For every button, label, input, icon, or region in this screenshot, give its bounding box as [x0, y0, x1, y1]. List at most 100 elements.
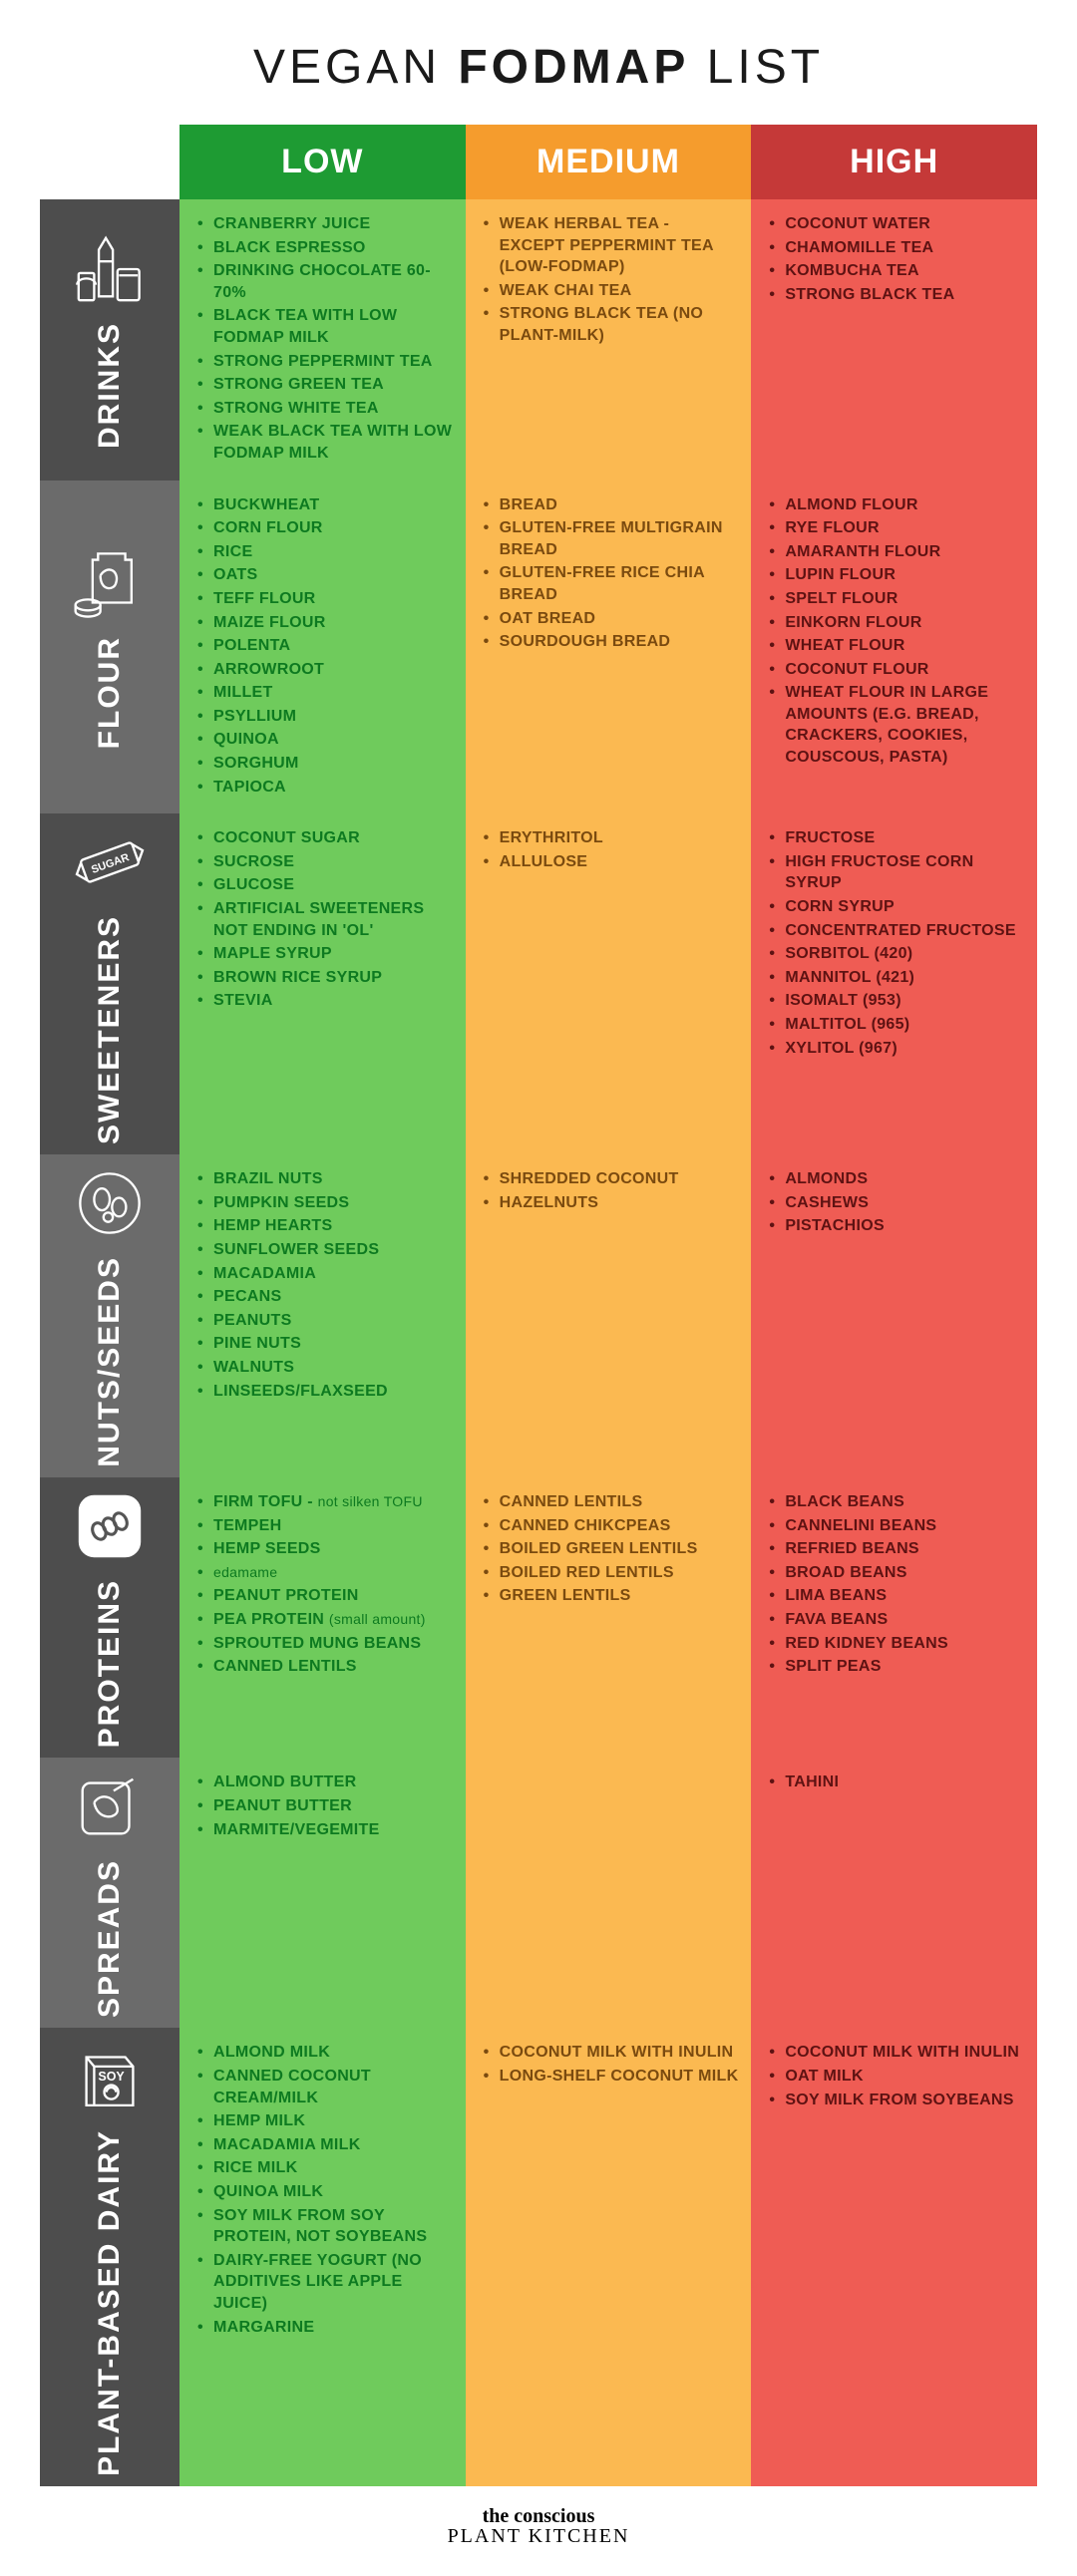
list-item: RICE [197, 541, 454, 563]
list-item: COCONUT MILK WITH INULIN [484, 2042, 740, 2064]
nuts-icon [71, 1164, 149, 1242]
list-item: STRONG BLACK TEA (NO PLANT-MILK) [484, 303, 740, 346]
footer-credit: the conscious PLANT KITCHEN [40, 2506, 1037, 2546]
list-item: FRUCTOSE [769, 827, 1025, 849]
list-item: MAPLE SYRUP [197, 943, 454, 965]
list-item: BOILED RED LENTILS [484, 1562, 740, 1584]
list-item: ALMOND MILK [197, 2042, 454, 2064]
list-item: EINKORN FLOUR [769, 612, 1025, 634]
category-spreads: SPREADS [40, 1758, 180, 2028]
list-item: COCONUT WATER [769, 213, 1025, 235]
drinks-icon [71, 230, 149, 308]
category-label: PLANT-BASED DAIRY [93, 2129, 127, 2476]
list-item: STRONG PEPPERMINT TEA [197, 351, 454, 373]
cell-flour-low: BUCKWHEATCORN FLOURRICEOATSTEFF FLOURMAI… [180, 481, 466, 814]
category-sweeteners: SWEETENERS [40, 813, 180, 1154]
list-item: QUINOA MILK [197, 2181, 454, 2203]
list-item: PEANUT PROTEIN [197, 1585, 454, 1607]
list-item: CORN FLOUR [197, 517, 454, 539]
list-item: SUNFLOWER SEEDS [197, 1239, 454, 1261]
cell-sweeteners-medium: ERYTHRITOLALLULOSE [466, 813, 752, 1154]
cell-drinks-low: CRANBERRY JUICEBLACK ESPRESSODRINKING CH… [180, 199, 466, 481]
list-item: WEAK BLACK TEA WITH LOW FODMAP MILK [197, 421, 454, 464]
list-item: LONG-SHELF COCONUT MILK [484, 2066, 740, 2088]
cell-dairy-high: COCONUT MILK WITH INULINOAT MILKSOY MILK… [751, 2028, 1037, 2486]
header-blank [40, 125, 180, 199]
list-item: CANNED LENTILS [197, 1656, 454, 1678]
cell-spreads-medium [466, 1758, 752, 2028]
footer-line2: PLANT KITCHEN [40, 2526, 1037, 2546]
list-item: ALMONDS [769, 1168, 1025, 1190]
category-nuts: NUTS/SEEDS [40, 1154, 180, 1477]
list-item: PUMPKIN SEEDS [197, 1192, 454, 1214]
cell-dairy-medium: COCONUT MILK WITH INULINLONG-SHELF COCON… [466, 2028, 752, 2486]
header-low: LOW [180, 125, 466, 199]
list-item: CHAMOMILLE TEA [769, 237, 1025, 259]
list-item: SORGHUM [197, 753, 454, 775]
cell-nuts-medium: SHREDDED COCONUTHAZELNUTS [466, 1154, 752, 1477]
list-item: SPLIT PEAS [769, 1656, 1025, 1678]
list-item: STEVIA [197, 990, 454, 1012]
list-item: AMARANTH FLOUR [769, 541, 1025, 563]
category-label: NUTS/SEEDS [93, 1256, 127, 1467]
cell-sweeteners-low: COCONUT SUGARSUCROSEGLUCOSEARTIFICIAL SW… [180, 813, 466, 1154]
list-item: CONCENTRATED FRUCTOSE [769, 920, 1025, 942]
list-item: STRONG GREEN TEA [197, 374, 454, 396]
title-light-1: VEGAN [253, 41, 458, 94]
list-item: TEMPEH [197, 1515, 454, 1537]
list-item: RICE MILK [197, 2157, 454, 2179]
list-item: BLACK BEANS [769, 1491, 1025, 1513]
list-item: OAT BREAD [484, 608, 740, 630]
list-item: ALMOND FLOUR [769, 494, 1025, 516]
cell-proteins-high: BLACK BEANSCANNELINI BEANSREFRIED BEANSB… [751, 1477, 1037, 1758]
list-item: WEAK HERBAL TEA - EXCEPT PEPPERMINT TEA … [484, 213, 740, 278]
list-item: HAZELNUTS [484, 1192, 740, 1214]
list-item: MACADAMIA MILK [197, 2134, 454, 2156]
list-item: RYE FLOUR [769, 517, 1025, 539]
list-item: PINE NUTS [197, 1333, 454, 1355]
list-item: CANNED LENTILS [484, 1491, 740, 1513]
list-item: SOURDOUGH BREAD [484, 631, 740, 653]
list-item: PSYLLIUM [197, 706, 454, 728]
list-item: DRINKING CHOCOLATE 60-70% [197, 260, 454, 303]
list-item: SPELT FLOUR [769, 588, 1025, 610]
list-item: MAIZE FLOUR [197, 612, 454, 634]
category-label: SPREADS [93, 1859, 127, 2018]
list-item: OAT MILK [769, 2066, 1025, 2088]
list-item: MARGARINE [197, 2317, 454, 2339]
list-item: BLACK TEA WITH LOW FODMAP MILK [197, 305, 454, 348]
cell-nuts-high: ALMONDSCASHEWSPISTACHIOS [751, 1154, 1037, 1477]
category-flour: FLOUR [40, 481, 180, 814]
list-item: MACADAMIA [197, 1263, 454, 1285]
list-item: HEMP MILK [197, 2110, 454, 2132]
list-item: ARROWROOT [197, 659, 454, 681]
list-item: BROWN RICE SYRUP [197, 967, 454, 989]
list-item: STRONG WHITE TEA [197, 398, 454, 420]
list-item: CANNELINI BEANS [769, 1515, 1025, 1537]
footer-line1: the conscious [40, 2506, 1037, 2526]
cell-flour-high: ALMOND FLOURRYE FLOURAMARANTH FLOURLUPIN… [751, 481, 1037, 814]
category-drinks: DRINKS [40, 199, 180, 481]
list-item: COCONUT FLOUR [769, 659, 1025, 681]
list-item: SOY MILK FROM SOYBEANS [769, 2090, 1025, 2111]
list-item: GLUTEN-FREE RICE CHIA BREAD [484, 562, 740, 605]
cell-flour-medium: BREADGLUTEN-FREE MULTIGRAIN BREADGLUTEN-… [466, 481, 752, 814]
category-dairy: PLANT-BASED DAIRY [40, 2028, 180, 2486]
list-item: COCONUT MILK WITH INULIN [769, 2042, 1025, 2064]
cell-drinks-high: COCONUT WATERCHAMOMILLE TEAKOMBUCHA TEAS… [751, 199, 1037, 481]
list-item: GLUCOSE [197, 874, 454, 896]
page-title: VEGAN FODMAP LIST [40, 40, 1037, 95]
cell-spreads-high: TAHINI [751, 1758, 1037, 2028]
list-item: OATS [197, 564, 454, 586]
list-item: POLENTA [197, 635, 454, 657]
category-label: SWEETENERS [93, 915, 127, 1144]
list-item: FIRM TOFU - not silken TOFU [197, 1491, 454, 1513]
list-item: CRANBERRY JUICE [197, 213, 454, 235]
dairy-icon [71, 2038, 149, 2115]
list-item: PECANS [197, 1286, 454, 1308]
category-label: FLOUR [93, 636, 127, 749]
cell-proteins-low: FIRM TOFU - not silken TOFUTEMPEHHEMP SE… [180, 1477, 466, 1758]
category-proteins: PROTEINS [40, 1477, 180, 1758]
list-item: CANNED CHIKCPEAS [484, 1515, 740, 1537]
cell-proteins-medium: CANNED LENTILSCANNED CHIKCPEASBOILED GRE… [466, 1477, 752, 1758]
